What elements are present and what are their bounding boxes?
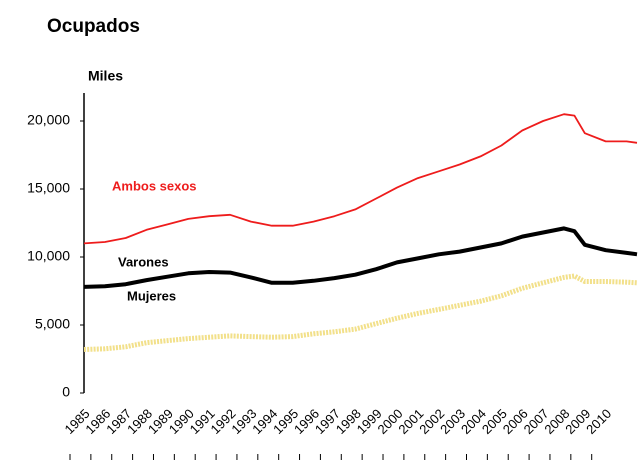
y-tick-label: 15,000 [27, 180, 70, 196]
series-line [83, 113, 638, 245]
series-line [83, 226, 638, 289]
y-axis-label: Miles [88, 68, 123, 84]
y-tick-label: 5,000 [35, 316, 70, 332]
x-tick-label: 2010 [583, 406, 614, 437]
y-tick-label: 10,000 [27, 248, 70, 264]
y-tick-label: 20,000 [27, 112, 70, 128]
series-label: Mujeres [127, 288, 176, 303]
y-tick-label: 0 [62, 384, 70, 400]
series-label: Varones [118, 254, 169, 269]
chart-title: Ocupados [47, 16, 140, 37]
series-line [83, 273, 638, 352]
series-label: Ambos sexos [112, 178, 197, 193]
